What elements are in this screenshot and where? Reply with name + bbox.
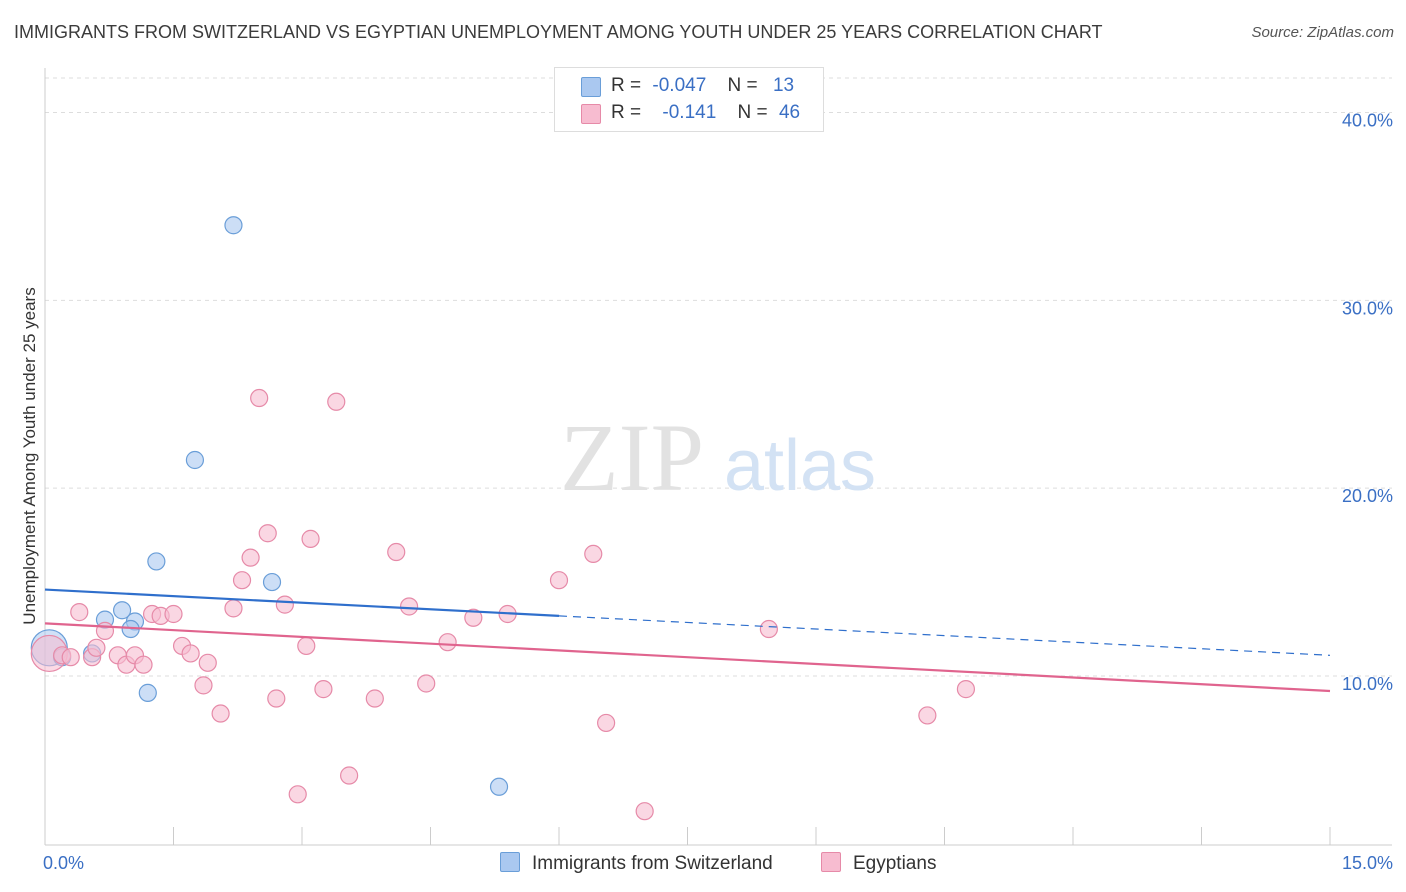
data-point-egyptians — [87, 638, 106, 657]
data-point-egyptians — [70, 603, 89, 622]
axes — [44, 68, 1392, 846]
data-point-switzerland — [138, 683, 157, 702]
data-point-egyptians — [241, 548, 260, 567]
data-points — [30, 216, 976, 821]
data-point-egyptians — [224, 599, 243, 618]
data-point-egyptians — [134, 655, 153, 674]
data-point-egyptians — [584, 544, 603, 564]
data-point-egyptians — [635, 802, 654, 821]
legend-swatch-pink — [581, 104, 601, 124]
data-point-egyptians — [365, 689, 384, 708]
chart-title: IMMIGRANTS FROM SWITZERLAND VS EGYPTIAN … — [14, 22, 1103, 42]
legend-n-label: N = — [737, 102, 768, 123]
trend-lines — [44, 588, 1331, 693]
watermark: ZIP atlas — [560, 404, 876, 511]
data-point-egyptians — [288, 785, 307, 804]
legend-swatch-blue — [581, 77, 601, 97]
data-point-egyptians — [387, 542, 406, 562]
data-point-egyptians — [340, 766, 359, 785]
series-legend-switzerland[interactable]: Immigrants from Switzerland — [500, 852, 773, 875]
series-swatch-blue — [500, 852, 520, 872]
data-point-egyptians — [95, 621, 115, 641]
data-point-egyptians — [399, 597, 419, 616]
y-tick-label: 10.0% — [1342, 674, 1393, 694]
data-point-switzerland — [185, 450, 205, 470]
source-label: Source: ZipAtlas.com — [1251, 24, 1394, 41]
data-point-egyptians — [250, 388, 269, 408]
data-point-egyptians — [194, 676, 213, 695]
series-legend-egyptians[interactable]: Egyptians — [821, 852, 936, 875]
data-point-switzerland — [147, 552, 166, 571]
series-label: Egyptians — [853, 853, 937, 874]
watermark-zip: ZIP — [560, 404, 704, 511]
data-point-egyptians — [275, 595, 294, 614]
data-point-switzerland — [224, 216, 243, 235]
x-tick-label: 0.0% — [43, 853, 84, 873]
data-point-egyptians — [549, 571, 569, 590]
series-swatch-pink — [821, 852, 841, 872]
y-tick-label: 40.0% — [1342, 111, 1393, 131]
data-point-egyptians — [759, 619, 778, 639]
data-point-egyptians — [464, 608, 483, 627]
x-tick-label: 15.0% — [1342, 853, 1393, 873]
data-point-egyptians — [198, 653, 217, 672]
watermark-atlas: atlas — [724, 426, 876, 506]
legend-r-value: -0.047 — [652, 75, 707, 96]
data-point-switzerland — [262, 572, 282, 592]
data-point-egyptians — [597, 713, 616, 733]
data-point-egyptians — [301, 529, 320, 548]
trend-line-switzerland-dashed — [558, 615, 1331, 656]
legend-r-value: -0.141 — [662, 102, 717, 123]
data-point-egyptians — [438, 633, 457, 652]
series-label: Immigrants from Switzerland — [532, 853, 773, 874]
data-point-egyptians — [918, 706, 937, 725]
data-point-switzerland — [112, 601, 132, 620]
y-tick-label: 20.0% — [1342, 486, 1393, 506]
data-point-egyptians — [232, 571, 252, 590]
data-point-egyptians — [297, 636, 316, 656]
data-point-egyptians — [61, 648, 80, 667]
legend-n-label: N = — [727, 75, 758, 96]
trend-line-switzerland — [44, 588, 560, 617]
data-point-egyptians — [164, 604, 183, 624]
data-point-egyptians — [258, 524, 277, 543]
legend-n-value: 46 — [778, 102, 801, 123]
tick-labels: 10.0% 20.0% 30.0% 40.0% 0.0% 15.0% — [43, 111, 1393, 873]
y-tick-label: 30.0% — [1342, 298, 1393, 318]
correlation-legend: R = -0.047 N = 13 R = -0.141 N = 46 — [554, 67, 824, 132]
legend-r-label: R = — [611, 75, 642, 96]
data-point-egyptians — [181, 644, 200, 663]
data-point-egyptians — [211, 704, 230, 723]
trend-line-egyptians — [44, 622, 1331, 693]
data-point-egyptians — [267, 689, 286, 708]
data-point-egyptians — [956, 680, 976, 699]
data-point-egyptians — [314, 680, 333, 699]
data-point-egyptians — [417, 674, 436, 693]
legend-n-value: 13 — [772, 75, 795, 96]
data-point-switzerland — [489, 777, 509, 796]
data-point-egyptians — [327, 392, 346, 411]
legend-r-label: R = — [611, 102, 642, 123]
